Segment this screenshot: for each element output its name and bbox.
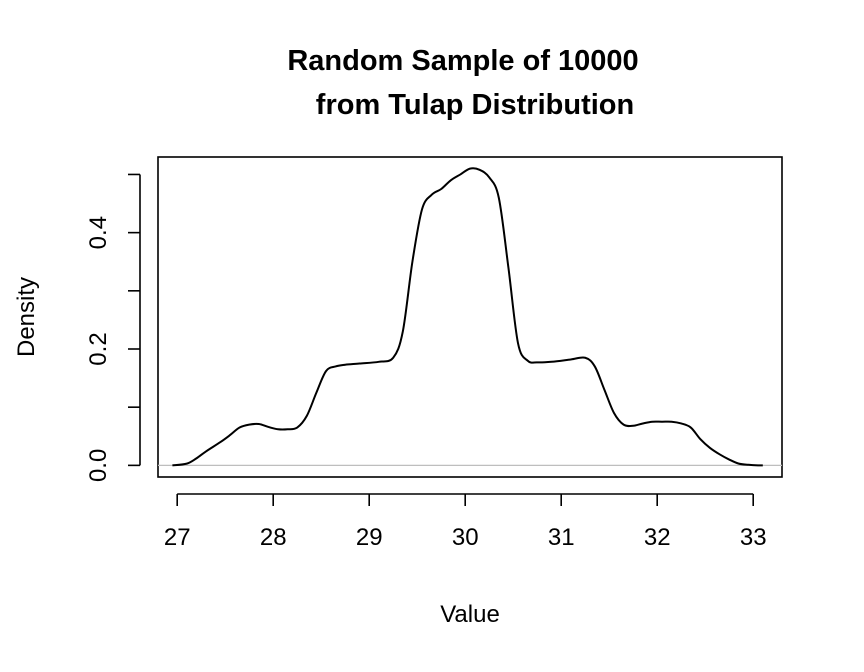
y-tick-label: 0.4 xyxy=(85,216,112,249)
chart-title-line-1: Random Sample of 10000 xyxy=(287,45,638,77)
x-tick-label: 32 xyxy=(644,524,671,551)
chart-title-line-2: from Tulap Distribution xyxy=(316,89,634,121)
density-line xyxy=(172,167,763,467)
y-axis-label: Density xyxy=(13,277,40,357)
x-tick-label: 31 xyxy=(548,524,575,551)
x-axis: 27 28 29 30 31 32 33 xyxy=(164,493,767,551)
x-tick-label: 29 xyxy=(356,524,383,551)
y-axis: 0.0 0.2 0.4 xyxy=(85,173,141,482)
y-tick-label: 0.0 xyxy=(85,449,112,482)
x-tick-label: 27 xyxy=(164,524,191,551)
x-tick-label: 33 xyxy=(740,524,767,551)
x-axis-label: Value xyxy=(440,601,500,628)
plot-frame xyxy=(157,156,783,478)
x-tick-label: 30 xyxy=(452,524,479,551)
x-tick-label: 28 xyxy=(260,524,287,551)
y-tick-label: 0.2 xyxy=(85,332,112,365)
